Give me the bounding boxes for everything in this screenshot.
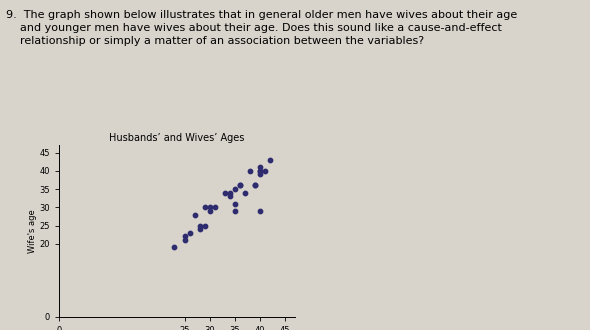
Point (205, 208, 214, 214)
Point (235, 183, 244, 188)
Point (250, 183, 260, 188)
Point (170, 245, 179, 250)
Y-axis label: Wife's age: Wife's age (28, 209, 37, 253)
Point (240, 190, 250, 195)
Point (230, 186, 240, 192)
Point (180, 238, 189, 243)
Point (205, 205, 214, 210)
Point (180, 234, 189, 239)
Point (235, 183, 244, 188)
Point (255, 168, 264, 173)
Point (245, 168, 254, 173)
Point (185, 230, 194, 236)
Title: Husbands’ and Wives’ Ages: Husbands’ and Wives’ Ages (109, 133, 245, 143)
Point (230, 201, 240, 206)
Point (265, 157, 274, 162)
Point (225, 194, 234, 199)
Point (220, 190, 230, 195)
Point (255, 164, 264, 170)
Point (210, 205, 219, 210)
Point (230, 208, 240, 214)
Point (260, 168, 270, 173)
Text: 9.  The graph shown below illustrates that in general older men have wives about: 9. The graph shown below illustrates tha… (6, 10, 517, 46)
Point (190, 212, 199, 217)
Point (255, 168, 264, 173)
Point (250, 183, 260, 188)
Point (195, 223, 204, 228)
Point (255, 172, 264, 177)
Point (200, 223, 209, 228)
Point (225, 190, 234, 195)
Point (195, 226, 204, 232)
Point (200, 205, 209, 210)
Point (255, 208, 264, 214)
